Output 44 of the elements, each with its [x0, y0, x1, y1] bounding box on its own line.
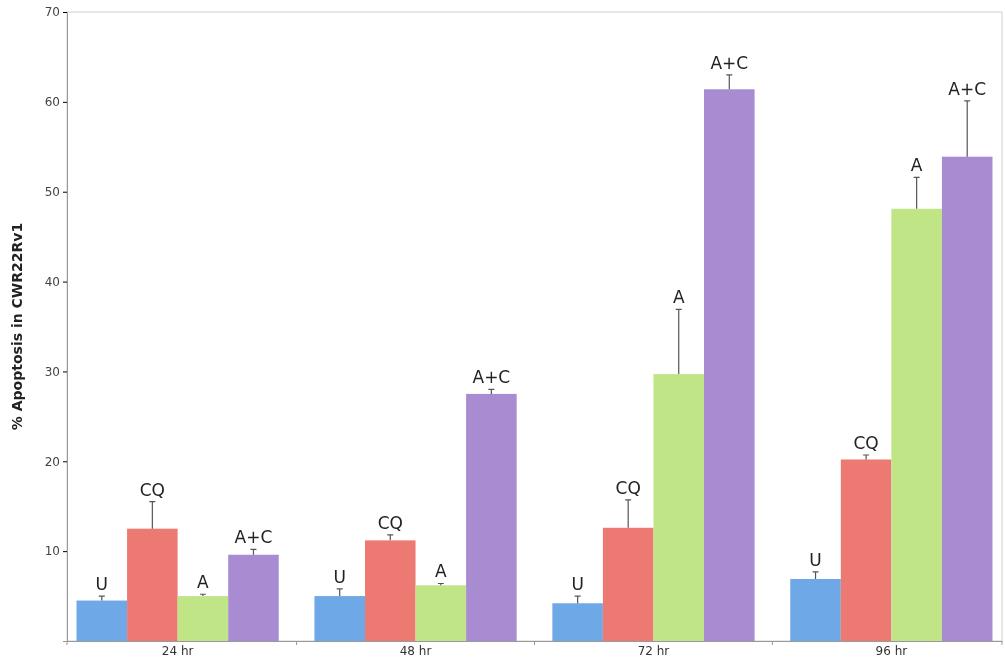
bar: [891, 208, 942, 641]
bar: [364, 540, 416, 641]
bar: [602, 527, 654, 641]
text: CQ: [139, 479, 165, 500]
bar: [466, 393, 517, 641]
y-axis-title: % Apoptosis in CWR22Rv1: [9, 222, 25, 431]
bar: [415, 585, 467, 641]
bar: [840, 459, 892, 641]
x-tick-label: 24 hr: [161, 643, 194, 658]
series-label: U: [95, 574, 109, 595]
bar: [177, 596, 229, 641]
bar: [228, 554, 279, 641]
y-tick-label: 40: [44, 274, 60, 289]
bar: [76, 600, 128, 641]
series-label: A: [435, 561, 447, 582]
text: CQ: [377, 512, 403, 533]
text: A: [672, 287, 685, 308]
text: U: [333, 566, 346, 587]
x-tick-label: 96 hr: [875, 643, 908, 658]
y-tick-label: 50: [44, 185, 60, 200]
text: A: [910, 155, 923, 176]
bar: [704, 89, 755, 641]
text: A+C: [948, 78, 987, 99]
y-tick-label: 60: [44, 95, 60, 110]
bar: [127, 528, 178, 641]
y-tick-label: 10: [44, 544, 60, 559]
text: A+C: [234, 527, 273, 548]
series-label: CQ: [853, 433, 879, 453]
bar: [653, 374, 705, 641]
x-tick-label: 72 hr: [637, 643, 670, 658]
y-tick-label: 20: [44, 454, 60, 469]
text: U: [809, 549, 822, 570]
text: A+C: [710, 52, 749, 73]
text: A: [197, 572, 209, 593]
bar: [314, 596, 365, 641]
bar: [552, 603, 603, 641]
bar: [941, 156, 993, 641]
y-tick-label: 70: [44, 5, 60, 20]
bar: [790, 579, 841, 641]
text: CQ: [615, 477, 641, 498]
text: U: [571, 574, 584, 595]
series-label: A+C: [472, 367, 511, 388]
x-tick-label: 48 hr: [399, 643, 432, 658]
y-tick-label: 30: [44, 364, 60, 379]
